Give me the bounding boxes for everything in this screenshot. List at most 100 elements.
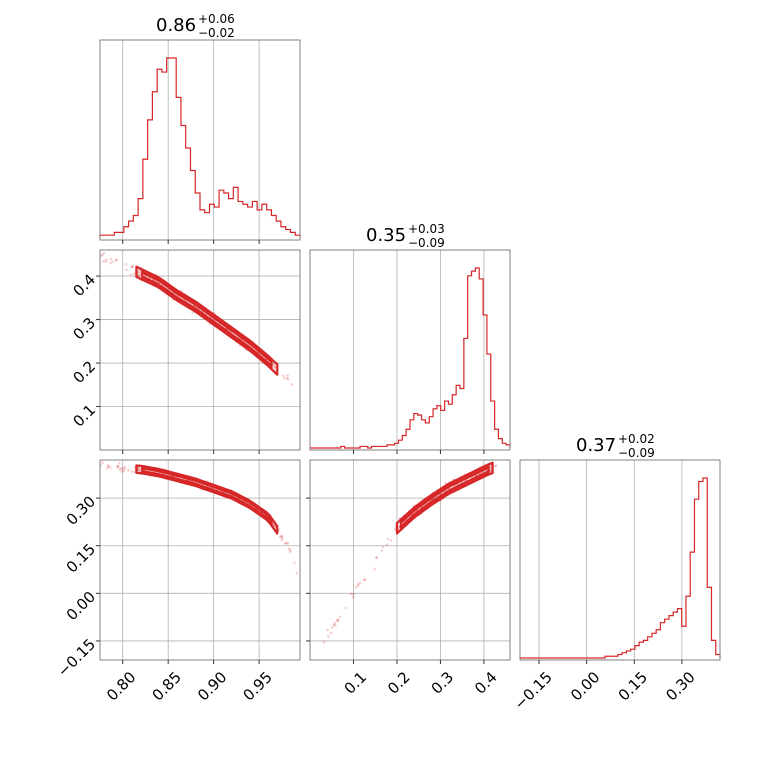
panel-1-sample [137, 468, 141, 472]
panel-2-sample [349, 592, 353, 596]
panel-2-frame [309, 459, 511, 661]
panel-1-sample [127, 468, 130, 472]
panel-1-sample [120, 466, 123, 470]
panel-1-sample [295, 571, 299, 575]
panel-2-sample [358, 581, 362, 585]
panel-0-sample [281, 374, 285, 378]
panel-0-sample [290, 383, 294, 386]
panel-0-sample [111, 260, 114, 264]
title-p0-minus: −0.02 [198, 26, 235, 40]
panel-1-outer-contour [135, 464, 279, 535]
panel-2-sample [357, 582, 360, 586]
panel-0-inner-contour-1 [141, 271, 273, 368]
panel-2-sample [336, 618, 339, 622]
panel-1-sample [288, 548, 292, 552]
panel-1-sample [123, 467, 127, 471]
panel-0-sample [100, 254, 103, 257]
panel-2-sample [336, 620, 339, 623]
ytick-label-p2-3: 0.30 [63, 492, 99, 528]
panel-2-sample [354, 585, 358, 589]
xtick-label-p0-2: 0.90 [194, 668, 230, 704]
panel-1-sample [280, 534, 284, 538]
panel-0-sample [271, 362, 275, 366]
panel-0-sample [129, 273, 133, 277]
panel-1-sample [108, 465, 112, 469]
panel-1-sample [106, 464, 110, 468]
panel-1-sample [272, 524, 276, 527]
panel-2-sample [322, 640, 326, 644]
panel-0-sample [286, 374, 289, 377]
xtick-label-p0-3: 0.95 [240, 668, 276, 704]
panel-2-sample [375, 555, 378, 559]
hist-panel-p1: 0.35 +0.03−0.09 [309, 222, 511, 454]
panel-1-sample [286, 541, 290, 545]
panel-2-sample [362, 578, 366, 581]
ytick-label-p1-2: 0.3 [69, 314, 99, 344]
xtick-label-p1-3: 0.4 [471, 668, 501, 698]
title-p0-median: 0.86 [156, 15, 196, 36]
xtick-label-p2-0: −0.15 [511, 668, 556, 713]
xtick-label-p0-1: 0.85 [149, 668, 185, 704]
panel-0-sample [115, 258, 118, 262]
panel-1-sample [281, 536, 284, 540]
panel-0-frame [99, 249, 301, 451]
panel-0-sample [132, 272, 136, 276]
panel-2-sample [373, 567, 376, 571]
panel-1-sample [107, 464, 110, 468]
panel-2-sample [344, 606, 348, 610]
title-p2-minus: −0.09 [618, 446, 655, 460]
panel-1-sample [289, 550, 292, 553]
panel-1-sample [272, 524, 276, 528]
panel-0-sample [137, 274, 141, 278]
panel-0-sample [114, 259, 118, 262]
panel-0-sample [125, 268, 128, 272]
panel-1-sample [120, 470, 124, 473]
panel-2-sample [326, 628, 329, 632]
panel-1-sample [280, 538, 284, 542]
panel-2-sample [385, 543, 389, 547]
panel-2-sample [352, 592, 355, 596]
panel-1-sample [121, 466, 125, 470]
panel-2-sample [386, 537, 390, 541]
panel-0-sample [104, 260, 108, 263]
panel-0-sample [124, 263, 128, 266]
panel-1-sample [101, 461, 104, 465]
xtick-label-p0-0: 0.80 [103, 668, 139, 704]
title-p2-median: 0.37 [576, 435, 616, 456]
ytick-label-p1-1: 0.2 [69, 357, 99, 387]
title-p1-plus: +0.03 [408, 222, 445, 236]
panel-1-sample [283, 541, 287, 545]
panel-2-sample [331, 626, 334, 629]
hist-p1-steps [310, 267, 511, 449]
hist-p0-steps [99, 57, 301, 238]
panel-p0-p2 [96, 459, 301, 664]
panel-1-sample [118, 468, 122, 471]
panel-2-sample [332, 623, 336, 627]
panel-1-sample [100, 463, 103, 467]
panel-1-inner-contour-0 [141, 466, 273, 527]
panel-1-sample [272, 522, 275, 526]
panel-0-sample [104, 258, 108, 261]
panel-2-inner-contour-1 [399, 466, 490, 529]
panel-2-inner-contour-0 [399, 464, 490, 530]
panel-1-sample [278, 535, 282, 539]
panel-0-sample [286, 378, 290, 381]
hist-p1-frame [309, 249, 511, 451]
title-p1-minus: −0.09 [408, 236, 445, 250]
panel-0-sample [109, 257, 113, 261]
panel-0-sample [137, 270, 141, 274]
title-p2-plus: +0.02 [618, 432, 655, 446]
panel-2-sample [493, 465, 496, 468]
xtick-label-p2-1: 0.00 [567, 668, 603, 704]
panel-1-sample [287, 547, 291, 550]
panel-2-sample [380, 549, 384, 552]
panel-0-inner-contour-0 [141, 270, 273, 370]
panel-0-sample [109, 261, 112, 265]
panel-1-sample [116, 466, 120, 469]
panel-2-sample [333, 623, 337, 627]
panel-2-sample [494, 464, 498, 467]
panel-2-sample [356, 584, 360, 587]
ytick-label-p1-0: 0.1 [69, 401, 99, 431]
panel-1-sample [122, 469, 125, 473]
